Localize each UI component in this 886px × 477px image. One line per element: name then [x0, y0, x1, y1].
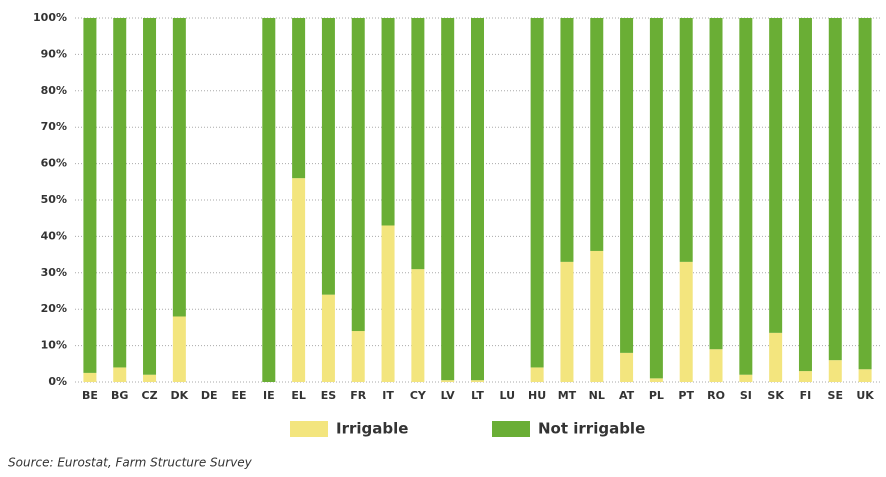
y-tick-label: 10% — [41, 339, 67, 352]
bar-segment — [798, 18, 812, 372]
x-tick-label: IT — [382, 389, 394, 402]
x-tick-label: EE — [231, 389, 246, 402]
x-tick-label: EL — [291, 389, 306, 402]
x-tick-label: SE — [828, 389, 843, 402]
legend-label: Not irrigable — [538, 420, 645, 438]
x-tick-label: UK — [856, 389, 874, 402]
y-tick-label: 0% — [48, 375, 67, 388]
bar-segment — [828, 360, 842, 382]
bar-segment — [471, 380, 484, 382]
bar-segment — [172, 316, 186, 382]
bar-segment — [351, 331, 365, 382]
bar-segment — [113, 367, 127, 382]
x-tick-label: MT — [558, 389, 577, 402]
bar-segment — [381, 225, 395, 382]
bar-segment — [441, 18, 455, 381]
bar-segment — [411, 269, 425, 382]
x-tick-label: NL — [589, 389, 605, 402]
bar-segment — [649, 378, 663, 382]
x-tick-label: CZ — [142, 389, 158, 402]
bar-segment — [172, 18, 186, 317]
bar-segment — [321, 294, 335, 382]
x-tick-label: FR — [350, 389, 367, 402]
bar-segment — [649, 18, 663, 379]
bar-segment — [441, 380, 455, 382]
bar-segment — [709, 18, 723, 350]
bar-segment — [739, 374, 753, 382]
bar-segment — [143, 18, 157, 375]
bar-segment — [530, 18, 544, 368]
x-tick-label: PT — [678, 389, 694, 402]
bar-segment — [292, 18, 306, 179]
x-tick-label: PL — [649, 389, 664, 402]
x-tick-label: DK — [171, 389, 189, 402]
y-tick-label: 50% — [41, 193, 67, 206]
bar-segment — [590, 250, 604, 382]
bar-segment — [530, 367, 544, 382]
legend-label: Irrigable — [336, 420, 408, 438]
y-tick-label: 70% — [41, 120, 67, 133]
bar-segment — [679, 18, 693, 262]
x-tick-label: LV — [441, 389, 455, 402]
x-tick-label: BE — [82, 389, 98, 402]
x-tick-label: SK — [767, 389, 784, 402]
x-tick-label: LT — [471, 389, 484, 402]
x-tick-label: HU — [528, 389, 546, 402]
source-note: Source: Eurostat, Farm Structure Survey — [8, 456, 253, 470]
legend-swatch — [492, 421, 530, 437]
x-tick-label: AT — [619, 389, 635, 402]
x-tick-label: CY — [410, 389, 427, 402]
bar-segment — [381, 18, 395, 226]
bar-segment — [858, 18, 872, 370]
bar-segment — [620, 352, 634, 382]
x-tick-label: ES — [321, 389, 337, 402]
bar-segment — [769, 18, 783, 333]
y-tick-label: 30% — [41, 266, 67, 279]
bar-segment — [471, 18, 484, 381]
bar-segment — [143, 374, 157, 382]
y-tick-label: 80% — [41, 84, 67, 97]
x-tick-label: LU — [500, 389, 516, 402]
y-tick-label: 20% — [41, 302, 67, 315]
bar-segment — [739, 18, 753, 375]
bar-segment — [351, 18, 365, 332]
bar-segment — [709, 349, 723, 382]
y-tick-label: 100% — [33, 11, 67, 24]
bar-segment — [620, 18, 634, 353]
y-tick-label: 40% — [41, 229, 67, 242]
bar-segment — [590, 18, 604, 251]
bar-segment — [828, 18, 842, 361]
x-tick-label: SI — [740, 389, 752, 402]
x-tick-label: IE — [263, 389, 275, 402]
bar-segment — [411, 18, 425, 270]
y-tick-label: 60% — [41, 157, 67, 170]
x-tick-label: DE — [201, 389, 218, 402]
bar-segment — [679, 261, 693, 382]
bar-segment — [83, 18, 97, 373]
bar-segment — [83, 372, 97, 382]
x-tick-label: FI — [800, 389, 812, 402]
bar-segment — [798, 371, 812, 382]
bar-segment — [321, 18, 335, 295]
bar-segment — [769, 332, 783, 382]
legend-swatch — [290, 421, 328, 437]
bar-segment — [292, 178, 306, 382]
bar-segment — [560, 18, 574, 262]
bar-segment — [262, 18, 276, 382]
y-tick-label: 90% — [41, 47, 67, 60]
x-tick-label: BG — [111, 389, 128, 402]
bar-segment — [113, 18, 127, 368]
bar-segment — [560, 261, 574, 382]
bar-segment — [858, 369, 872, 382]
x-tick-label: RO — [707, 389, 725, 402]
